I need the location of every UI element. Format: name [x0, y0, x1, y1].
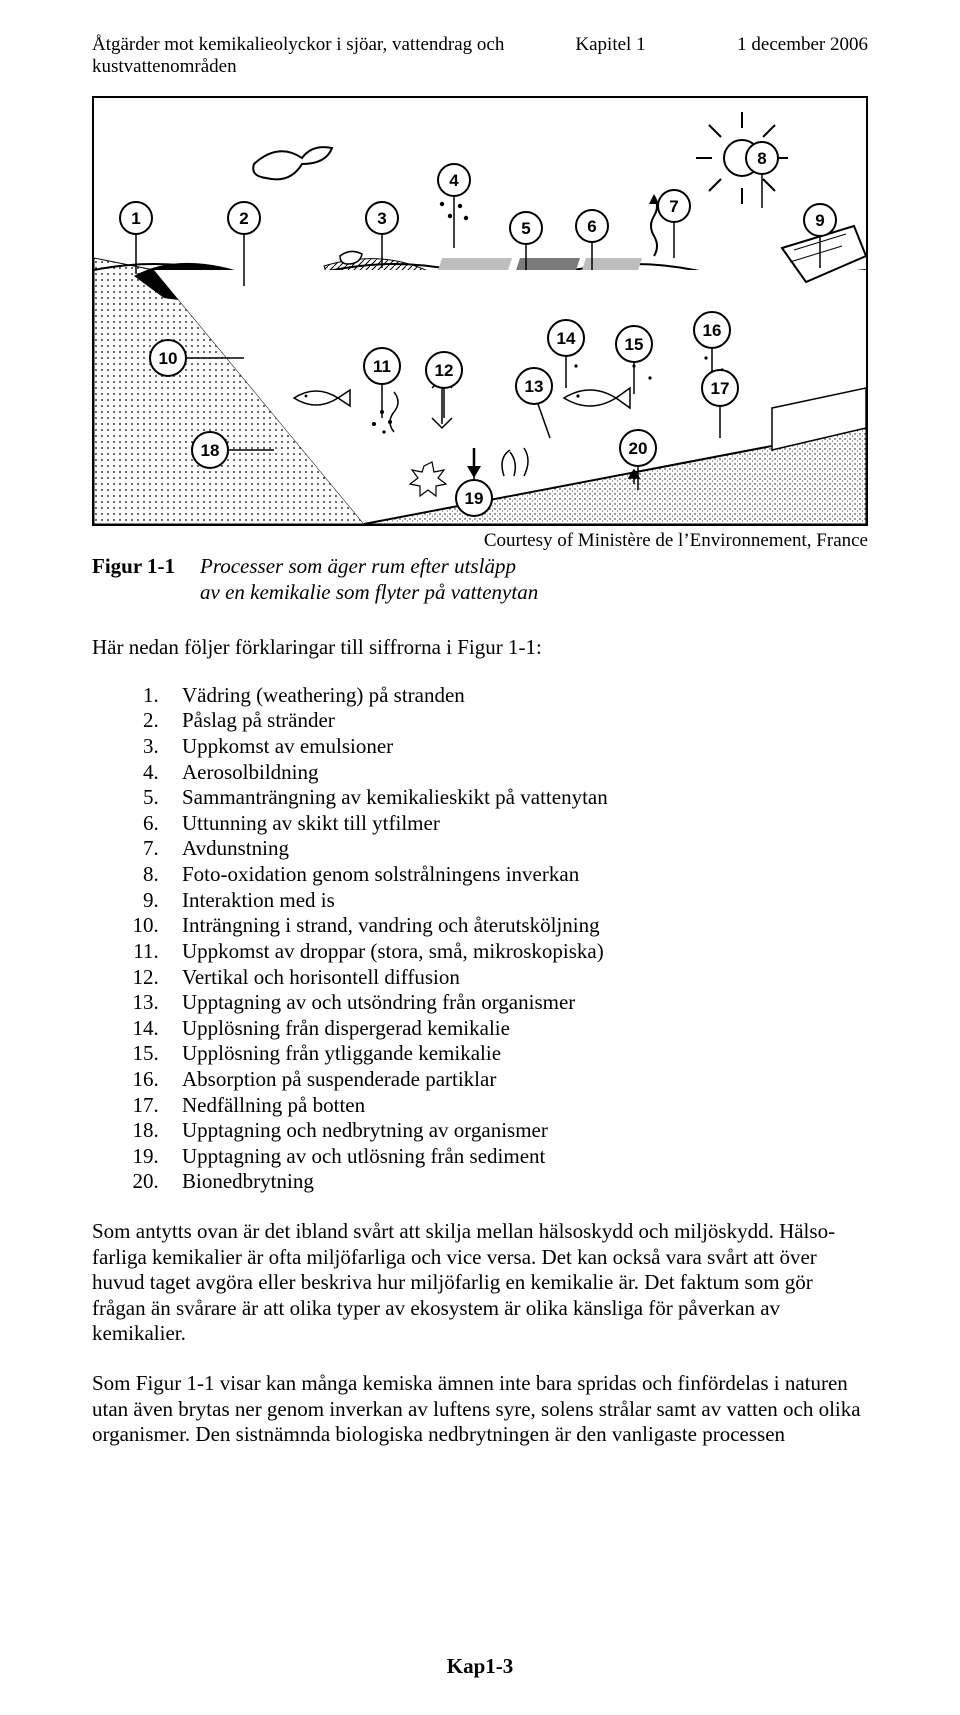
list-item: Påslag på stränder — [164, 708, 868, 734]
list-item: Uppkomst av emulsioner — [164, 734, 868, 760]
callout-number: 7 — [669, 197, 678, 216]
list-item: Inträngning i strand, vandring och återu… — [164, 913, 868, 939]
process-list: Vädring (weathering) på stranden Påslag … — [92, 683, 868, 1195]
callout-number: 4 — [449, 171, 459, 190]
figure-courtesy: Courtesy of Ministère de l’Environnement… — [92, 530, 868, 552]
list-item: Absorption på suspenderade partiklar — [164, 1067, 868, 1093]
callout-number: 20 — [629, 439, 648, 458]
callout-number: 3 — [377, 209, 386, 228]
callout-number: 15 — [625, 335, 644, 354]
callout-number: 14 — [557, 329, 576, 348]
figure-svg: 1234567891011121314151617181920 — [94, 98, 866, 524]
list-item: Aerosolbildning — [164, 760, 868, 786]
body-paragraph-1: Som antytts ovan är det ibland svårt att… — [92, 1219, 868, 1347]
list-item: Interaktion med is — [164, 888, 868, 914]
body-paragraph-2: Som Figur 1-1 visar kan många kemiska äm… — [92, 1371, 868, 1448]
figure-caption-label: Figur 1-1 — [92, 554, 200, 605]
list-item: Avdunstning — [164, 836, 868, 862]
callout-number: 5 — [521, 219, 530, 238]
callout-number: 16 — [703, 321, 722, 340]
header-date: 1 december 2006 — [713, 34, 868, 78]
callout-number: 6 — [587, 217, 596, 236]
list-item: Upptagning av och utlösning från sedimen… — [164, 1144, 868, 1170]
figure-caption-line: Processer som äger rum efter utsläpp — [200, 554, 516, 578]
list-item: Vertikal och horisontell diffusion — [164, 965, 868, 991]
callout-number: 2 — [239, 209, 248, 228]
list-item: Bionedbrytning — [164, 1169, 868, 1195]
callout-number: 11 — [373, 357, 391, 376]
header-chapter: Kapitel 1 — [575, 34, 713, 78]
intro-text: Här nedan följer förklaringar till siffr… — [92, 635, 868, 661]
page-number: Kap1-3 — [0, 1654, 960, 1679]
list-item: Upptagning och nedbrytning av organismer — [164, 1118, 868, 1144]
list-item: Uttunning av skikt till ytfilmer — [164, 811, 868, 837]
page-header: Åtgärder mot kemikalieolyckor i sjöar, v… — [92, 34, 868, 78]
callout-number: 19 — [465, 489, 484, 508]
callout-number: 9 — [815, 211, 824, 230]
callout-number: 10 — [159, 349, 178, 368]
figure-caption-line: av en kemikalie som flyter på vattenytan — [200, 580, 538, 604]
list-item: Upptagning av och utsöndring från organi… — [164, 990, 868, 1016]
list-item: Upplösning från ytliggande kemikalie — [164, 1041, 868, 1067]
callout-number: 18 — [201, 441, 220, 460]
figure-caption-text: Processer som äger rum efter utsläpp av … — [200, 554, 538, 605]
figure-1-1: 1234567891011121314151617181920 — [92, 96, 868, 526]
callout-number: 17 — [711, 379, 730, 398]
callout-number: 1 — [131, 209, 140, 228]
list-item: Foto-oxidation genom solstrålningens inv… — [164, 862, 868, 888]
list-item: Sammanträngning av kemikalieskikt på vat… — [164, 785, 868, 811]
callout-number: 8 — [757, 149, 766, 168]
figure-caption: Figur 1-1 Processer som äger rum efter u… — [92, 554, 868, 605]
callout-number: 12 — [435, 361, 454, 380]
list-item: Vädring (weathering) på stranden — [164, 683, 868, 709]
list-item: Upplösning från dispergerad kemikalie — [164, 1016, 868, 1042]
list-item: Nedfällning på botten — [164, 1093, 868, 1119]
callout-number: 13 — [525, 377, 544, 396]
header-title: Åtgärder mot kemikalieolyckor i sjöar, v… — [92, 34, 575, 78]
list-item: Uppkomst av droppar (stora, små, mikrosk… — [164, 939, 868, 965]
